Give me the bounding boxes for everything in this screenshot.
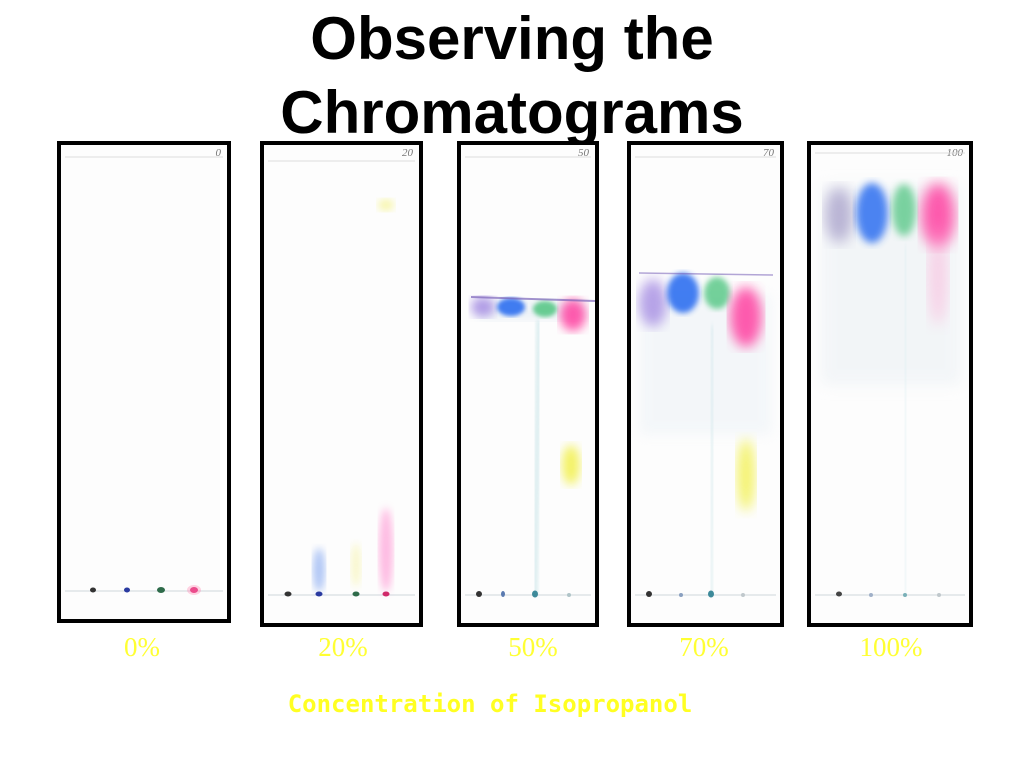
slide-title: Observing the Chromatograms — [0, 2, 1024, 150]
strip-label-100: 100% — [859, 632, 923, 662]
origin-spot-black — [646, 591, 652, 597]
strip-drawing — [815, 152, 965, 597]
origin-spot-magenta — [190, 587, 198, 593]
strip-drawing — [465, 156, 595, 598]
green-band — [892, 184, 916, 236]
chromatogram-strip-0: 0 — [57, 141, 231, 623]
strip-label-0: 0% — [124, 632, 160, 662]
origin-spot-green — [352, 591, 360, 597]
purple-band — [639, 279, 667, 327]
blue-smear — [313, 548, 325, 592]
strip-corner-label: 0 — [215, 147, 222, 159]
strip-label-50: 50% — [508, 632, 558, 662]
magenta-smear — [379, 508, 393, 592]
origin-spot-black — [836, 591, 842, 597]
chromatogram-strip-20: 20 — [260, 141, 423, 627]
purple-band — [471, 297, 495, 317]
strip-drawing — [65, 156, 223, 595]
origin-spot-blue — [869, 593, 873, 597]
strip-corner-label: 70 — [763, 147, 774, 159]
blue-band — [497, 298, 525, 316]
purple-band — [825, 187, 853, 243]
yellow-band — [737, 439, 755, 511]
title-line-2: Chromatograms — [280, 79, 744, 146]
origin-spot-black — [284, 591, 292, 597]
strip-drawing — [635, 156, 776, 598]
origin-spot-faint — [937, 593, 941, 597]
origin-spot-blue — [315, 591, 323, 597]
origin-spot-blue — [679, 593, 683, 597]
origin-spot-teal — [903, 593, 907, 597]
origin-spot-teal — [532, 590, 538, 598]
magenta-band — [560, 299, 586, 331]
origin-spot-magenta — [382, 591, 390, 597]
origin-spot-faint — [567, 593, 571, 597]
magenta-band — [921, 183, 955, 247]
green-band — [533, 301, 557, 317]
strip-label-70: 70% — [679, 632, 729, 662]
origin-spot-blue — [501, 591, 505, 597]
strip-label-20: 20% — [318, 632, 368, 662]
strip-corner-label: 50 — [578, 147, 589, 159]
yellow-smear — [351, 543, 361, 587]
origin-spot-black — [90, 587, 96, 593]
chromatogram-strip-50: 50 — [457, 141, 599, 627]
green-band — [704, 277, 730, 309]
origin-spot-faint — [741, 593, 745, 597]
blue-band — [856, 183, 888, 243]
chromatogram-strip-100: 100 — [807, 141, 973, 627]
strip-corner-label: 20 — [402, 147, 413, 159]
caption: Concentration of Isopropanol — [287, 690, 693, 718]
strip-drawing — [268, 160, 415, 597]
yellow-band — [562, 445, 580, 485]
origin-spot-teal — [708, 590, 714, 598]
magenta-band — [730, 287, 762, 347]
origin-spot-black — [476, 591, 482, 597]
origin-spot-green — [157, 587, 165, 593]
origin-spot-blue — [124, 587, 130, 593]
title-line-1: Observing the — [310, 5, 714, 72]
chromatogram-strip-70: 70 — [627, 141, 784, 627]
blue-band — [667, 273, 699, 313]
